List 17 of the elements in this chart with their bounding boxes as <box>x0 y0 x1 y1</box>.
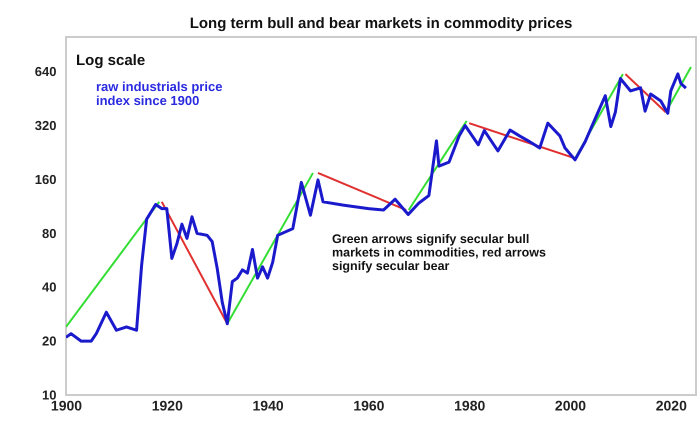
x-tick-label: 2000 <box>554 398 586 414</box>
annotation: raw industrials price index since 1900 <box>96 79 222 108</box>
y-tick-label: 640 <box>34 64 56 80</box>
y-tick-label: 20 <box>42 334 56 349</box>
line-series <box>66 72 688 343</box>
annotation: Green arrows signify secular bull markets in commodities, red arrows signify secular bear <box>332 232 546 273</box>
x-tick-label: 1920 <box>152 398 184 414</box>
x-tick-label: 1960 <box>353 398 385 414</box>
x-tick-label: 1940 <box>252 398 284 414</box>
y-tick-label: 160 <box>34 172 56 187</box>
annotation: Log scale <box>76 52 146 69</box>
x-tick-label: 2020 <box>656 398 688 414</box>
y-tick-label: 40 <box>42 280 56 295</box>
x-tick-label: 1980 <box>454 398 486 414</box>
chart-title: Long term bull and bear markets in commodity prices <box>190 15 572 32</box>
y-tick-label: 80 <box>42 226 56 241</box>
y-tick-label: 320 <box>34 118 56 134</box>
